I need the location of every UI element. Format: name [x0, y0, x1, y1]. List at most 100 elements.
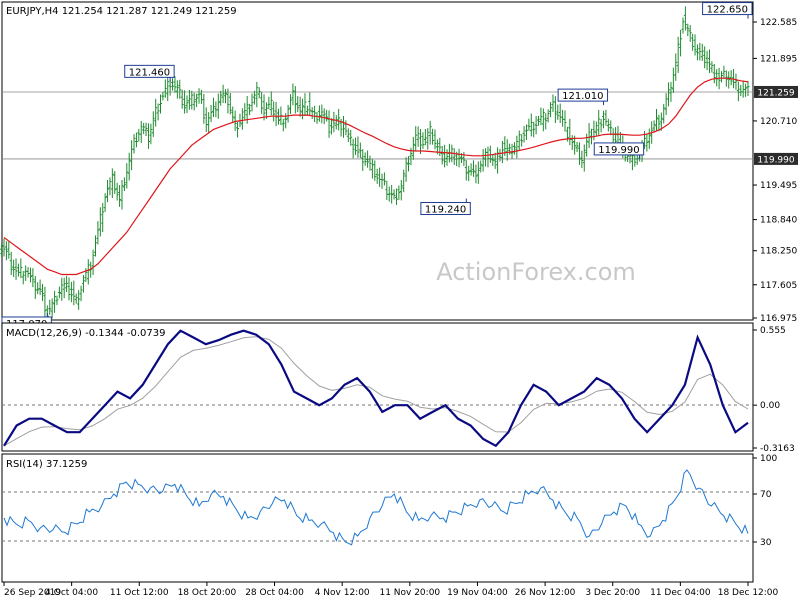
price-bar: [553, 96, 557, 124]
price-bar: [676, 36, 680, 73]
price-bar: [722, 65, 726, 80]
price-bar: [86, 259, 90, 285]
price-bar: [132, 134, 136, 154]
price-bar: [43, 286, 47, 320]
price-bar: [226, 88, 230, 114]
main-y-tick-label: 120.710: [760, 117, 797, 127]
price-bar: [122, 177, 126, 192]
price-bar: [267, 96, 271, 110]
macd-line: [3, 329, 749, 448]
price-bar: [679, 29, 683, 57]
price-bar: [746, 80, 750, 96]
main-price-bars: [0, 6, 750, 321]
price-bar: [515, 135, 519, 159]
annotation-box: [420, 201, 471, 215]
price-bar: [712, 63, 716, 84]
price-bar: [407, 156, 411, 172]
x-tick-label: 3 Dec 20:00: [585, 588, 640, 598]
price-bar: [264, 102, 268, 119]
price-bar: [358, 142, 362, 159]
main-y-tick-label: 122.585: [760, 18, 797, 28]
price-bar: [517, 130, 521, 152]
price-bar: [60, 277, 64, 301]
main-y-axis: 122.585 121.895 120.710 119.495 118.840 118.2…: [753, 18, 797, 324]
price-bar: [154, 98, 158, 127]
price-bar: [322, 108, 326, 125]
price-bar: [657, 114, 661, 132]
price-bar: [72, 280, 76, 306]
price-bar: [187, 89, 191, 110]
price-bar: [546, 109, 550, 123]
price-bar: [703, 46, 707, 69]
price-bar: [221, 84, 225, 103]
price-bar: [344, 120, 348, 136]
price-bar: [662, 103, 666, 124]
price-bar: [142, 122, 146, 135]
price-bar: [462, 151, 466, 166]
price-bar: [688, 25, 692, 42]
x-tick-label: 11 Nov 20:00: [379, 588, 440, 598]
price-bar: [178, 79, 182, 99]
price-bar: [366, 150, 370, 168]
price-bar: [691, 33, 695, 51]
price-bar: [303, 93, 307, 117]
price-bar: [180, 89, 184, 109]
price-bar: [161, 91, 165, 101]
price-bar: [57, 286, 61, 299]
price-bar: [734, 73, 738, 90]
price-bar: [168, 80, 172, 96]
main-y-tick-label: 119.495: [760, 181, 797, 191]
main-y-tick-label: 118.250: [760, 247, 797, 257]
price-bar: [481, 149, 485, 172]
price-bar: [257, 87, 261, 99]
main-y-tick-label: 121.895: [760, 54, 797, 64]
price-bar: [144, 122, 148, 137]
price-bar: [236, 121, 240, 138]
price-bar: [231, 106, 235, 123]
price-bar: [260, 92, 264, 114]
price-annotation: 121.460: [124, 64, 175, 82]
price-bar: [474, 164, 478, 184]
x-tick-label: 11 Dec 04:00: [650, 588, 711, 598]
x-tick-label: 26 Sep 2019: [4, 588, 61, 598]
price-bar: [149, 123, 153, 145]
price-bar: [159, 94, 163, 114]
price-bar: [224, 89, 228, 104]
rsi-title: RSI(14) 37.1259: [6, 459, 87, 470]
price-bar: [38, 279, 42, 296]
price-bar: [53, 290, 57, 313]
price-bar: [334, 115, 338, 130]
x-tick-label: 11 Oct 12:00: [110, 588, 169, 598]
price-bar: [373, 160, 377, 181]
price-bar: [308, 92, 312, 117]
price-bar: [524, 124, 528, 140]
x-tick-label: 28 Oct 04:00: [245, 588, 304, 598]
price-bar: [228, 92, 232, 115]
price-bar: [332, 111, 336, 133]
price-bar: [440, 146, 444, 165]
price-bar: [36, 282, 40, 295]
price-bar: [469, 163, 473, 176]
price-bar: [534, 116, 538, 135]
price-bar: [541, 108, 545, 132]
price-bar: [79, 285, 83, 302]
price-bar: [108, 177, 112, 196]
rsi-y-tick-label: 30: [760, 538, 772, 548]
price-bar: [195, 93, 199, 108]
price-bar: [281, 118, 285, 132]
x-tick-label: 26 Nov 12:00: [515, 588, 576, 598]
price-bar: [98, 207, 102, 237]
price-bar: [416, 126, 420, 147]
price-bar: [647, 128, 651, 149]
price-bar: [479, 160, 483, 173]
price-bar: [744, 83, 748, 97]
price-bar: [173, 76, 177, 93]
price-bar: [2, 238, 6, 257]
main-chart-title: EURJPY,H4 121.254 121.287 121.249 121.25…: [6, 6, 237, 17]
price-bar: [544, 113, 548, 130]
price-bar: [390, 184, 394, 204]
price-bar: [710, 61, 714, 73]
price-bar: [171, 78, 175, 91]
price-bar: [594, 121, 598, 137]
annotation-label: 122.650: [707, 5, 748, 16]
